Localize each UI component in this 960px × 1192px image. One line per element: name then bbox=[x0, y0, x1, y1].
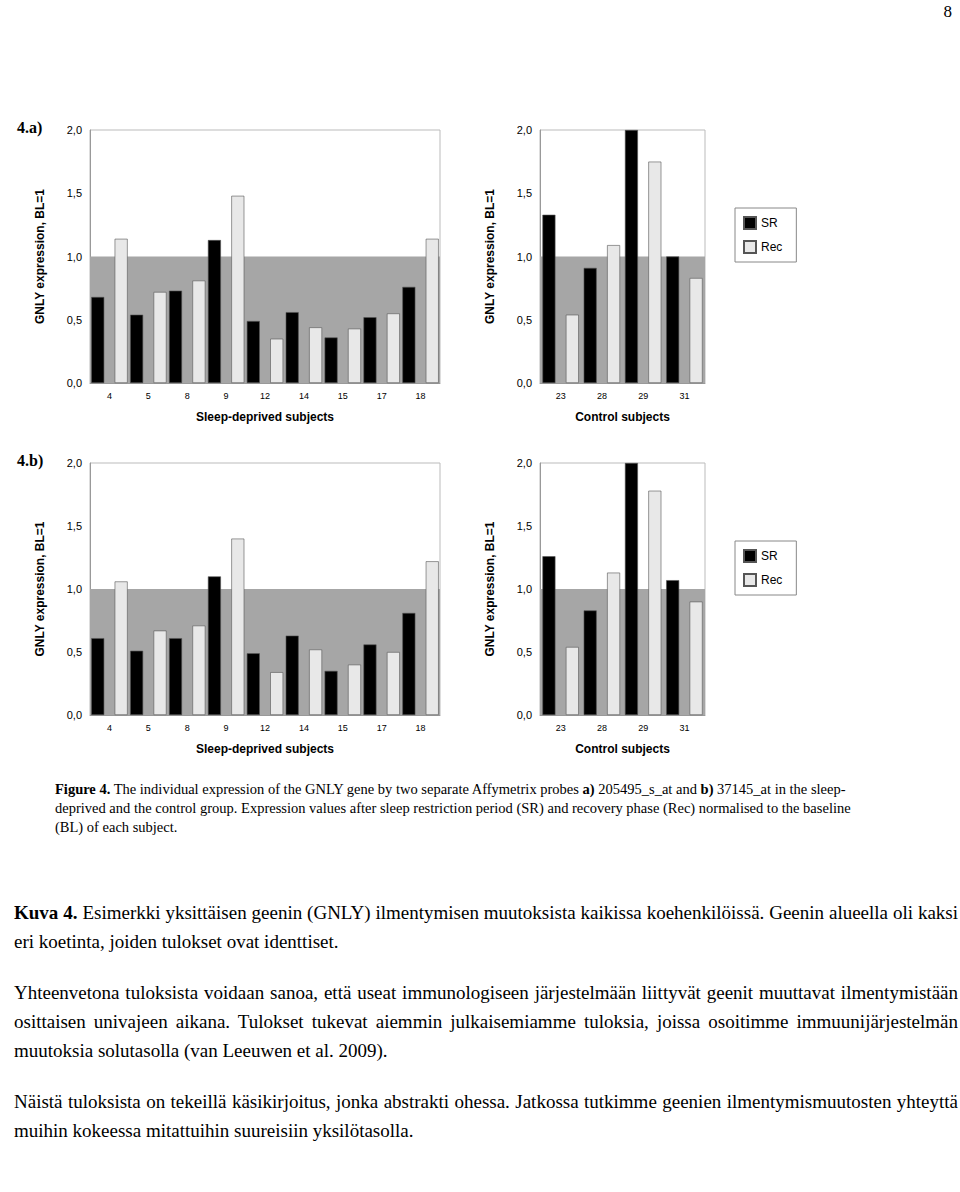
svg-text:Control subjects: Control subjects bbox=[575, 410, 670, 424]
svg-text:1,5: 1,5 bbox=[517, 520, 532, 532]
svg-text:2,0: 2,0 bbox=[67, 457, 82, 469]
svg-text:GNLY expression, BL=1: GNLY expression, BL=1 bbox=[33, 521, 47, 656]
svg-text:5: 5 bbox=[146, 723, 151, 733]
svg-text:8: 8 bbox=[185, 723, 190, 733]
svg-text:18: 18 bbox=[416, 723, 426, 733]
svg-text:31: 31 bbox=[679, 391, 689, 401]
svg-text:4.a): 4.a) bbox=[17, 119, 42, 137]
svg-text:1,0: 1,0 bbox=[517, 583, 532, 595]
svg-text:0,0: 0,0 bbox=[517, 709, 532, 721]
svg-text:2,0: 2,0 bbox=[517, 457, 532, 469]
svg-text:1,0: 1,0 bbox=[67, 583, 82, 595]
svg-text:18: 18 bbox=[416, 391, 426, 401]
svg-text:Rec: Rec bbox=[761, 573, 782, 587]
svg-text:23: 23 bbox=[556, 723, 566, 733]
svg-text:4.b): 4.b) bbox=[17, 452, 43, 470]
svg-text:0,5: 0,5 bbox=[517, 646, 532, 658]
svg-text:0,5: 0,5 bbox=[67, 646, 82, 658]
svg-text:2,0: 2,0 bbox=[67, 124, 82, 136]
svg-text:0,0: 0,0 bbox=[67, 709, 82, 721]
svg-text:15: 15 bbox=[338, 391, 348, 401]
svg-text:14: 14 bbox=[299, 391, 309, 401]
svg-text:Control subjects: Control subjects bbox=[575, 742, 670, 756]
svg-text:0,0: 0,0 bbox=[517, 377, 532, 389]
svg-text:14: 14 bbox=[299, 723, 309, 733]
svg-text:17: 17 bbox=[377, 723, 387, 733]
svg-text:GNLY expression, BL=1: GNLY expression, BL=1 bbox=[483, 521, 497, 656]
html-text:8: 8 bbox=[943, 2, 952, 21]
svg-text:1,5: 1,5 bbox=[67, 187, 82, 199]
svg-text:9: 9 bbox=[224, 723, 229, 733]
svg-text:9: 9 bbox=[224, 391, 229, 401]
svg-text:12: 12 bbox=[260, 723, 270, 733]
svg-text:1,0: 1,0 bbox=[67, 251, 82, 263]
html-text:Kuva 4. Esimerkki yksittäisen: Kuva 4. Esimerkki yksittäisen geenin (GN… bbox=[14, 902, 958, 952]
svg-text:1,5: 1,5 bbox=[67, 520, 82, 532]
svg-text:Sleep-deprived subjects: Sleep-deprived subjects bbox=[196, 742, 334, 756]
svg-text:12: 12 bbox=[260, 391, 270, 401]
svg-text:0,0: 0,0 bbox=[67, 377, 82, 389]
svg-text:1,0: 1,0 bbox=[517, 251, 532, 263]
svg-text:23: 23 bbox=[556, 391, 566, 401]
svg-text:GNLY expression, BL=1: GNLY expression, BL=1 bbox=[33, 189, 47, 324]
svg-text:2,0: 2,0 bbox=[517, 124, 532, 136]
svg-text:28: 28 bbox=[597, 723, 607, 733]
svg-text:17: 17 bbox=[377, 391, 387, 401]
svg-text:Sleep-deprived subjects: Sleep-deprived subjects bbox=[196, 410, 334, 424]
svg-text:SR: SR bbox=[761, 549, 778, 563]
svg-text:29: 29 bbox=[638, 391, 648, 401]
svg-text:0,5: 0,5 bbox=[517, 314, 532, 326]
svg-text:Rec: Rec bbox=[761, 240, 782, 254]
svg-text:5: 5 bbox=[146, 391, 151, 401]
html-text:Näistä tuloksista on tekeillä: Näistä tuloksista on tekeillä käsikirjoi… bbox=[14, 1091, 958, 1141]
svg-text:4: 4 bbox=[107, 391, 112, 401]
svg-text:1,5: 1,5 bbox=[517, 187, 532, 199]
svg-text:31: 31 bbox=[679, 723, 689, 733]
svg-text:15: 15 bbox=[338, 723, 348, 733]
svg-text:0,5: 0,5 bbox=[67, 314, 82, 326]
svg-text:GNLY expression, BL=1: GNLY expression, BL=1 bbox=[483, 189, 497, 324]
svg-text:SR: SR bbox=[761, 216, 778, 230]
svg-text:29: 29 bbox=[638, 723, 648, 733]
svg-text:8: 8 bbox=[185, 391, 190, 401]
svg-text:4: 4 bbox=[107, 723, 112, 733]
svg-text:28: 28 bbox=[597, 391, 607, 401]
html-text:Yhteenvetona tuloksista voidaa: Yhteenvetona tuloksista voidaan sanoa, e… bbox=[14, 982, 958, 1061]
html-text:Figure 4. The individual expre: Figure 4. The individual expression of t… bbox=[55, 781, 851, 835]
